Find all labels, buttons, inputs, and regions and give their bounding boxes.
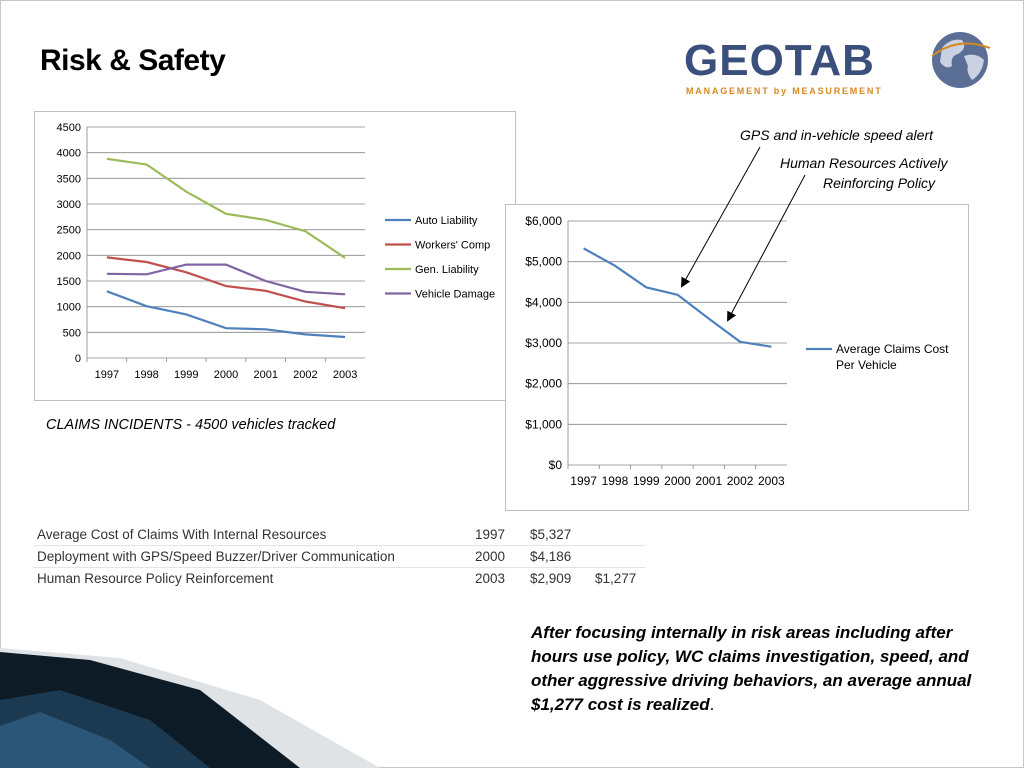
x-tick-label: 1998 — [602, 474, 629, 488]
row-description: Human Resource Policy Reinforcement — [37, 571, 274, 586]
row-cost: $2,909 — [530, 571, 572, 586]
series-line-2 — [106, 157, 346, 259]
row-year: 2003 — [475, 571, 506, 586]
x-tick-label: 1999 — [174, 369, 198, 381]
series-line-0 — [106, 290, 346, 339]
geotab-logo: GEOTAB MANAGEMENT by MEASUREMENT — [684, 26, 994, 106]
legend-label: Gen. Liability — [415, 264, 479, 276]
annotation-hr-line1: Human Resources Actively — [780, 155, 948, 171]
y-tick-label: 2000 — [57, 250, 81, 262]
legend-label: Workers' Comp — [415, 240, 490, 252]
y-tick-label: 500 — [63, 327, 81, 339]
conclusion-body: After focusing internally in risk areas … — [531, 623, 972, 714]
cost-summary-table: Average Cost of Claims With Internal Res… — [33, 524, 645, 589]
annotation-gps-alert: GPS and in-vehicle speed alert — [740, 127, 933, 143]
average-claims-cost-chart: $0 $1,000 $2,000 $3,000 $4,000 $5,000 $6,000 19… — [505, 204, 969, 511]
y-tick-label: $3,000 — [525, 336, 562, 350]
y-tick-label: 2500 — [57, 225, 81, 237]
x-tick-label: 1998 — [134, 369, 158, 381]
conclusion-end: . — [709, 695, 715, 714]
y-tick-label: 4000 — [57, 148, 81, 160]
row-year: 1997 — [475, 527, 506, 542]
x-tick-label: 2002 — [293, 369, 317, 381]
table-row: Human Resource Policy Reinforcement 2003… — [33, 567, 645, 589]
y-tick-label: $1,000 — [525, 417, 562, 431]
y-tick-label: $0 — [549, 458, 563, 472]
y-tick-label: 4500 — [57, 122, 81, 134]
legend-label: Vehicle Damage — [415, 289, 495, 301]
y-tick-label: $4,000 — [525, 295, 562, 309]
chart-caption: CLAIMS INCIDENTS - 4500 vehicles tracked — [46, 417, 336, 433]
row-saving: $1,277 — [595, 571, 637, 586]
x-tick-label: 2001 — [695, 474, 722, 488]
claims-incidents-plot: 0 500 1000 1500 2000 2500 3000 3500 4000 4500 1997… — [57, 122, 496, 381]
table-row: Deployment with GPS/Speed Buzzer/Driver … — [33, 545, 645, 567]
average-claims-cost-plot: $0 $1,000 $2,000 $3,000 $4,000 $5,000 $6,000 19… — [525, 214, 949, 488]
series-line-1 — [106, 256, 346, 310]
x-tick-label: 2003 — [333, 369, 357, 381]
arrow-hr — [727, 174, 806, 322]
logo-tagline: MANAGEMENT by MEASUREMENT — [686, 86, 883, 96]
series-line-0 — [583, 247, 772, 348]
y-tick-label: $2,000 — [525, 377, 562, 391]
claims-incidents-chart: 0 500 1000 1500 2000 2500 3000 3500 4000 4500 1997… — [34, 111, 516, 401]
y-tick-label: 3500 — [57, 173, 81, 185]
y-tick-label: 1500 — [57, 276, 81, 288]
table-row: Average Cost of Claims With Internal Res… — [33, 524, 645, 545]
page-title: Risk & Safety — [40, 44, 226, 77]
x-tick-label: 1997 — [570, 474, 597, 488]
x-tick-label: 1999 — [633, 474, 660, 488]
x-tick-label: 2003 — [758, 474, 785, 488]
annotation-hr-line2: Reinforcing Policy — [823, 175, 936, 191]
series-line-3 — [106, 263, 346, 296]
conclusion-text: After focusing internally in risk areas … — [531, 621, 1001, 717]
x-tick-label: 2001 — [253, 369, 277, 381]
y-tick-label: $6,000 — [525, 214, 562, 228]
y-tick-label: $5,000 — [525, 255, 562, 269]
row-year: 2000 — [475, 549, 506, 564]
x-tick-label: 1997 — [95, 369, 119, 381]
x-tick-label: 2000 — [664, 474, 691, 488]
x-tick-label: 2002 — [727, 474, 754, 488]
globe-icon — [931, 32, 991, 88]
logo-wordmark: GEOTAB — [684, 36, 875, 85]
row-cost: $4,186 — [530, 549, 572, 564]
x-tick-label: 2000 — [214, 369, 238, 381]
row-description: Average Cost of Claims With Internal Res… — [37, 527, 327, 542]
row-description: Deployment with GPS/Speed Buzzer/Driver … — [37, 549, 395, 564]
legend-label: Auto Liability — [415, 215, 478, 227]
row-cost: $5,327 — [530, 527, 572, 542]
y-tick-label: 0 — [75, 353, 81, 365]
y-tick-label: 1000 — [57, 302, 81, 314]
y-tick-label: 3000 — [57, 199, 81, 211]
arrow-gps — [681, 146, 761, 288]
legend-label: Average Claims Cost Per Vehicle — [836, 342, 949, 372]
